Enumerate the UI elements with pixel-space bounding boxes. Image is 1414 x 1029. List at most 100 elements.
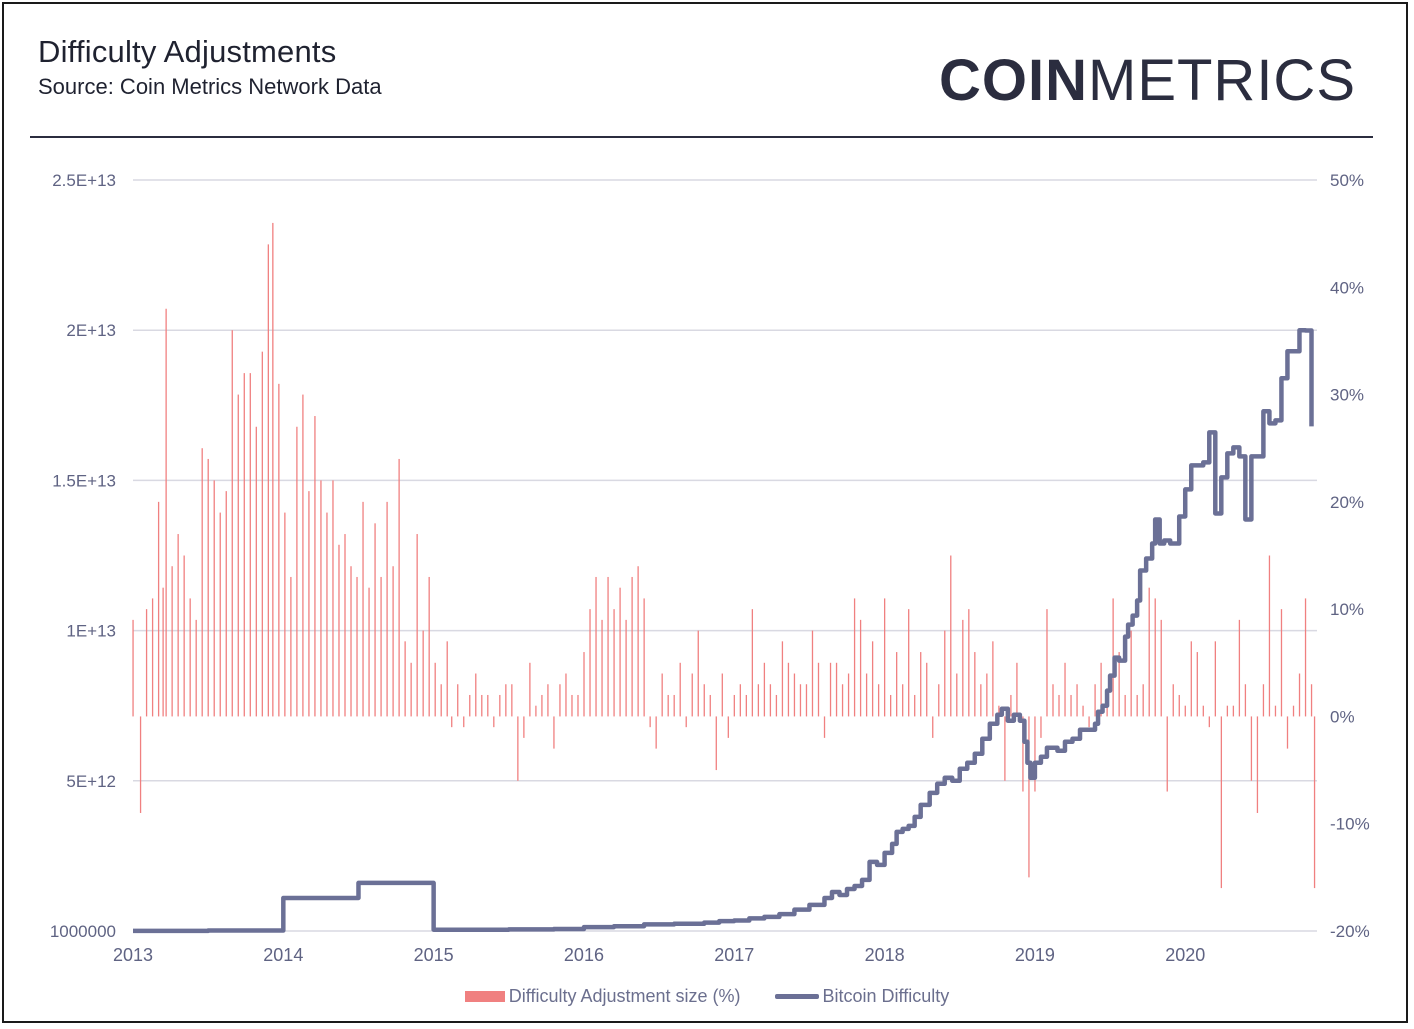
adjustment-bar bbox=[386, 501, 388, 717]
adjustment-bar bbox=[1046, 609, 1048, 717]
adjustment-bar bbox=[451, 716, 453, 728]
adjustment-bar bbox=[757, 684, 760, 717]
adjustment-bar bbox=[529, 662, 531, 717]
adjustment-bar bbox=[255, 426, 257, 717]
logo-light-text: METRICS bbox=[1088, 48, 1356, 113]
adjustment-bar bbox=[1022, 716, 1024, 792]
adjustment-bar bbox=[865, 673, 868, 717]
adjustment-bar bbox=[541, 694, 543, 717]
adjustment-bar bbox=[974, 652, 976, 717]
adjustment-bar bbox=[553, 716, 555, 749]
adjustment-bar bbox=[326, 512, 328, 717]
adjustment-bar bbox=[207, 458, 209, 717]
adjustment-bar bbox=[290, 576, 292, 717]
adjustment-bar bbox=[1082, 705, 1084, 717]
legend-line-swatch bbox=[774, 994, 819, 999]
adjustment-bar bbox=[595, 576, 597, 717]
adjustment-bar bbox=[237, 394, 239, 717]
adjustment-bar bbox=[926, 662, 928, 717]
adjustment-bar bbox=[219, 512, 221, 717]
x-tick-label: 2017 bbox=[714, 945, 754, 965]
adjustment-bar bbox=[805, 684, 808, 717]
adjustment-bar bbox=[428, 576, 430, 717]
adjustment-bar bbox=[763, 662, 766, 717]
adjustment-bar bbox=[1208, 716, 1210, 728]
adjustment-bar bbox=[410, 662, 412, 717]
coinmetrics-logo: COINMETRICS bbox=[939, 52, 1356, 110]
adjustment-bar bbox=[914, 694, 916, 717]
legend-label-difficulty: Bitcoin Difficulty bbox=[822, 986, 950, 1006]
left-tick-label: 2E+13 bbox=[66, 321, 116, 340]
adjustment-bar bbox=[320, 480, 322, 717]
logo-bold-text: COIN bbox=[939, 48, 1088, 113]
adjustment-bar bbox=[446, 641, 448, 717]
adjustment-bar bbox=[938, 684, 940, 717]
x-tick-label: 2016 bbox=[564, 945, 604, 965]
adjustment-bar bbox=[835, 662, 838, 717]
adjustment-bar bbox=[1184, 705, 1186, 717]
adjustment-bar bbox=[416, 534, 418, 717]
adjustment-bar bbox=[1028, 716, 1030, 878]
adjustment-bar bbox=[715, 716, 717, 771]
adjustment-bar bbox=[1202, 705, 1204, 717]
adjustment-bar bbox=[1304, 598, 1307, 717]
chart-legend: Difficulty Adjustment size (%) Bitcoin D… bbox=[0, 986, 1414, 1007]
adjustment-bar bbox=[1244, 684, 1247, 717]
right-tick-label: 0% bbox=[1330, 707, 1355, 726]
adjustment-bar bbox=[902, 684, 904, 717]
adjustment-bar bbox=[362, 501, 364, 717]
difficulty-line bbox=[133, 327, 1314, 934]
adjustment-bar bbox=[829, 662, 832, 717]
legend-item-difficulty: Bitcoin Difficulty bbox=[774, 986, 950, 1007]
adjustment-bar bbox=[1196, 652, 1198, 717]
adjustment-bar bbox=[589, 609, 591, 717]
left-tick-label: 1E+13 bbox=[66, 622, 116, 641]
adjustment-bar bbox=[145, 609, 148, 717]
adjustment-bar bbox=[189, 598, 191, 717]
adjustment-bar bbox=[132, 619, 134, 717]
x-tick-label: 2020 bbox=[1165, 945, 1205, 965]
adjustment-bar bbox=[392, 566, 394, 717]
adjustment-bar bbox=[487, 694, 489, 717]
adjustment-bar bbox=[661, 673, 663, 717]
adjustment-bar bbox=[1058, 694, 1060, 717]
adjustment-bar bbox=[261, 351, 263, 717]
adjustment-bar bbox=[1298, 673, 1301, 717]
adjustment-bar bbox=[1004, 716, 1006, 781]
right-tick-label: 10% bbox=[1330, 600, 1364, 619]
adjustment-bar bbox=[380, 576, 382, 717]
adjustment-bar bbox=[649, 716, 651, 728]
adjustment-bar bbox=[249, 373, 251, 717]
x-tick-label: 2013 bbox=[113, 945, 153, 965]
adjustment-bar bbox=[1016, 662, 1018, 717]
adjustment-bar bbox=[1262, 684, 1265, 717]
adjustment-bar bbox=[655, 716, 657, 749]
header-divider bbox=[30, 136, 1373, 138]
adjustment-bar bbox=[213, 480, 215, 717]
adjustment-bar bbox=[374, 523, 376, 717]
adjustment-bar bbox=[1166, 716, 1168, 792]
adjustment-bar bbox=[1100, 662, 1102, 717]
adjustment-bar bbox=[1310, 684, 1313, 717]
adjustment-bar bbox=[457, 684, 459, 717]
adjustment-bar bbox=[613, 609, 615, 717]
adjustment-bar bbox=[1136, 694, 1138, 717]
adjustment-bar bbox=[775, 694, 778, 717]
adjustment-bar bbox=[896, 652, 898, 717]
adjustment-bar bbox=[177, 534, 179, 717]
adjustment-bar bbox=[165, 308, 167, 717]
adjustment-bar bbox=[272, 222, 274, 717]
adjustment-bar bbox=[463, 716, 465, 728]
adjustment-bar bbox=[709, 694, 711, 717]
adjustment-bar bbox=[195, 619, 197, 717]
adjustment-bar bbox=[308, 491, 310, 717]
adjustment-bar bbox=[231, 330, 233, 717]
legend-bar-swatch bbox=[464, 991, 505, 1002]
legend-item-adjustment: Difficulty Adjustment size (%) bbox=[464, 986, 741, 1007]
adjustment-bar bbox=[871, 641, 874, 717]
adjustment-bar bbox=[440, 684, 442, 717]
adjustment-bar bbox=[511, 684, 513, 717]
adjustment-bar bbox=[547, 684, 549, 717]
